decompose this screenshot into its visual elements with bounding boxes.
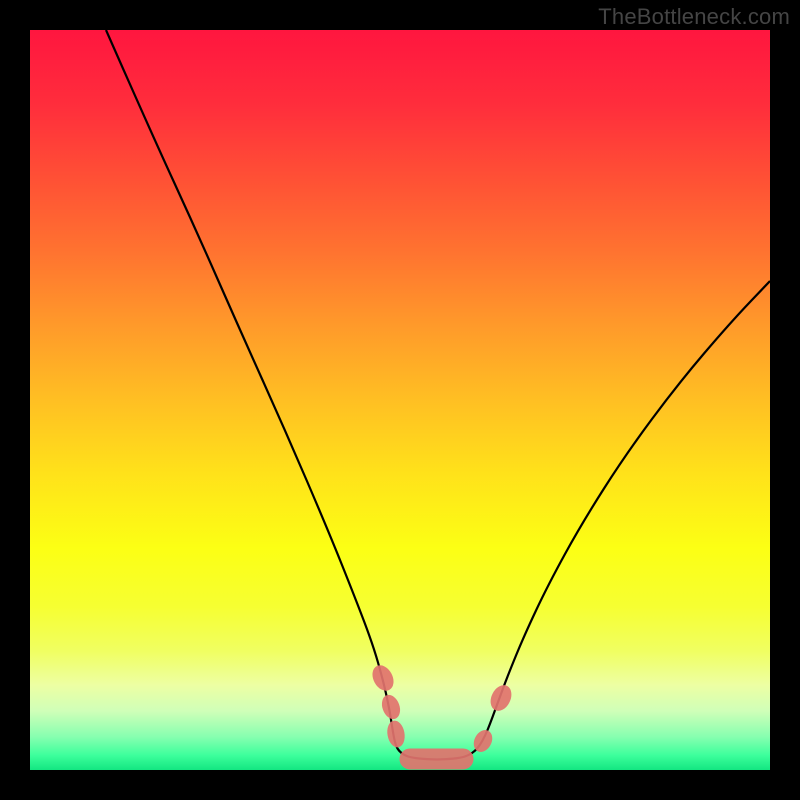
watermark-text: TheBottleneck.com	[598, 4, 790, 30]
gradient-background	[30, 30, 770, 770]
plot-svg	[30, 30, 770, 770]
plot-area	[30, 30, 770, 770]
frame: TheBottleneck.com	[0, 0, 800, 800]
marker	[400, 749, 473, 769]
